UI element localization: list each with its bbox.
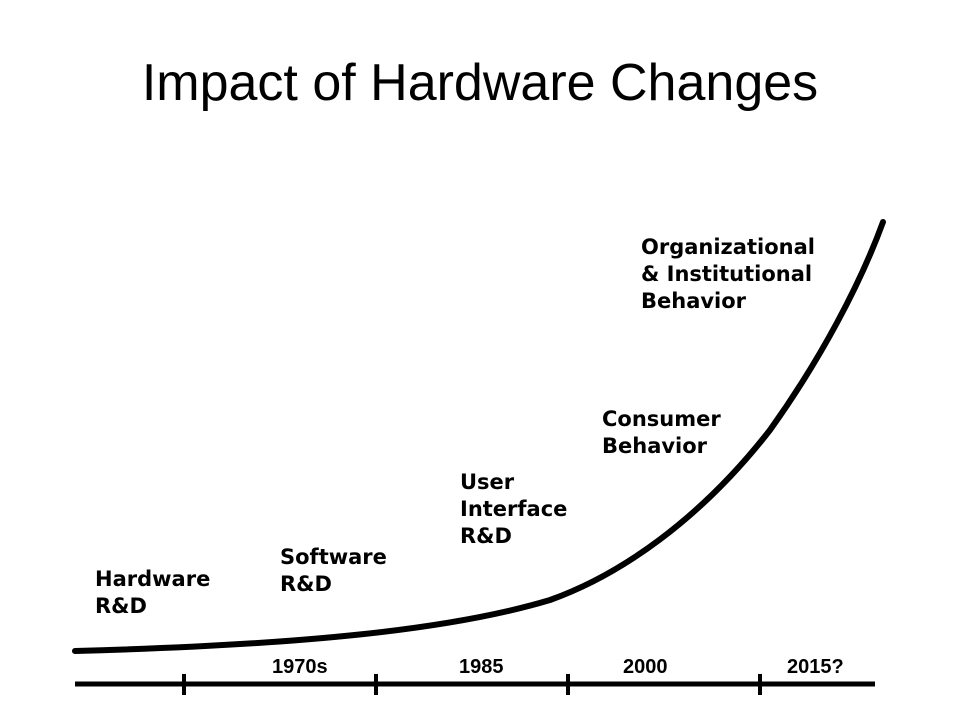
stage-label-line: R&D xyxy=(280,572,332,596)
stage-label-line: User xyxy=(460,470,515,494)
stage-label-line: Interface xyxy=(460,497,568,521)
timeline-label-1985: 1985 xyxy=(459,656,504,678)
stage-label-line: Software xyxy=(280,545,387,569)
stage-label-line: & Institutional xyxy=(641,262,813,286)
timeline-label-2015: 2015? xyxy=(787,656,844,678)
stage-label-user-interface: User Interface R&D xyxy=(460,469,567,550)
timeline-label-1970s: 1970s xyxy=(272,656,328,678)
page-title: Impact of Hardware Changes xyxy=(141,54,819,112)
stage-label-line: Hardware xyxy=(95,567,211,591)
stage-label-line: Organizational xyxy=(641,235,815,259)
stage-label-consumer: Consumer Behavior xyxy=(602,406,721,460)
stage-label-hardware: Hardware R&D xyxy=(95,566,210,620)
stage-label-line: Consumer xyxy=(602,407,721,431)
stage-label-line: R&D xyxy=(460,524,512,548)
stage-label-line: Behavior xyxy=(602,434,708,458)
stage-label-software: Software R&D xyxy=(280,544,387,598)
stage-label-line: R&D xyxy=(95,594,147,618)
growth-curve xyxy=(72,219,886,654)
stage-label-line: Behavior xyxy=(641,289,747,313)
stage-label-organizational: Organizational & Institutional Behavior xyxy=(641,234,815,315)
timeline-label-2000: 2000 xyxy=(623,656,668,678)
